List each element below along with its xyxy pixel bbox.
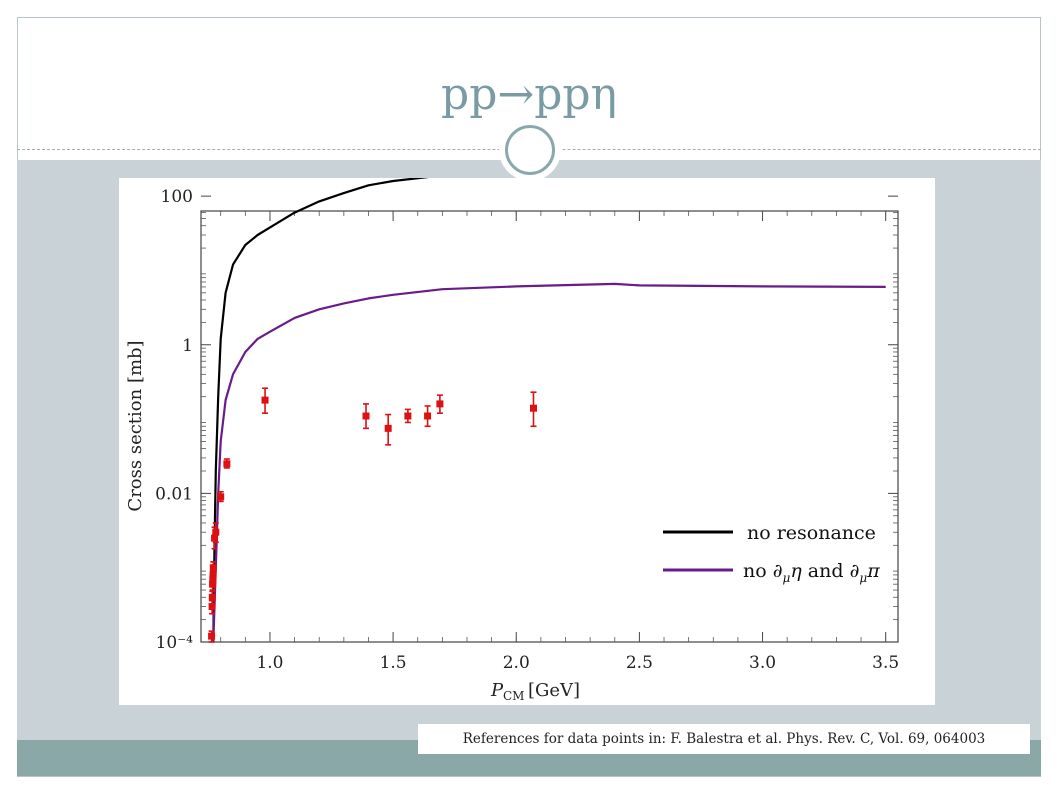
data-point bbox=[217, 493, 225, 501]
cross-section-chart: 1.0 1.5 2.0 2.5 3.0 3.5 10⁻⁴ 0.01 1 100 Cross sec… bbox=[125, 178, 899, 703]
legend: no resonance no ∂μη and ∂μπ bbox=[663, 522, 880, 585]
y-axis-label: Cross section [mb] bbox=[125, 340, 146, 511]
chart-panel: 1.0 1.5 2.0 2.5 3.0 3.5 10⁻⁴ 0.01 1 100 Cross sec… bbox=[119, 178, 935, 705]
title-area: pp→ppη bbox=[17, 17, 1041, 150]
legend-label-no-derivative: no ∂μη and ∂μπ bbox=[743, 560, 880, 585]
data-point bbox=[529, 404, 537, 412]
data-point bbox=[208, 603, 216, 611]
data-point bbox=[208, 593, 216, 601]
x-tick-label: 3.0 bbox=[749, 653, 776, 673]
series-line-no-derivative bbox=[212, 282, 886, 643]
data-point bbox=[208, 632, 216, 640]
data-point bbox=[404, 412, 412, 420]
y-tick-label: 1 bbox=[182, 336, 193, 356]
data-point bbox=[212, 528, 220, 536]
x-tick-label: 1.5 bbox=[380, 653, 407, 673]
svg-text:CM: CM bbox=[503, 689, 524, 703]
data-point bbox=[384, 424, 392, 432]
x-tick-label: 3.5 bbox=[872, 653, 899, 673]
reference-note: References for data points in: F. Balest… bbox=[418, 724, 1030, 754]
legend-label-no-resonance: no resonance bbox=[747, 522, 876, 544]
series-line-no-resonance bbox=[212, 178, 430, 643]
y-tick-label: 100 bbox=[161, 187, 193, 207]
x-tick-label: 2.5 bbox=[626, 653, 653, 673]
slide-title: pp→ppη bbox=[441, 69, 617, 120]
data-point bbox=[261, 396, 269, 404]
y-tick-label: 0.01 bbox=[155, 484, 193, 504]
y-tick-label: 10⁻⁴ bbox=[156, 633, 194, 653]
svg-text:[GeV]: [GeV] bbox=[528, 680, 580, 701]
x-axis-label: P CM [GeV] bbox=[490, 680, 580, 703]
data-point bbox=[211, 534, 219, 542]
svg-text:P: P bbox=[490, 680, 504, 701]
x-tick-label: 1.0 bbox=[256, 653, 283, 673]
circle-ornament-icon bbox=[499, 119, 561, 181]
data-point bbox=[436, 400, 444, 408]
data-point bbox=[223, 460, 231, 468]
data-point bbox=[362, 412, 370, 420]
data-point bbox=[209, 564, 217, 572]
x-tick-label: 2.0 bbox=[503, 653, 530, 673]
data-point bbox=[424, 412, 432, 420]
